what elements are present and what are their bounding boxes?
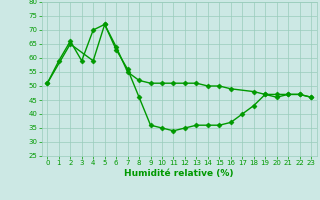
X-axis label: Humidité relative (%): Humidité relative (%) (124, 169, 234, 178)
